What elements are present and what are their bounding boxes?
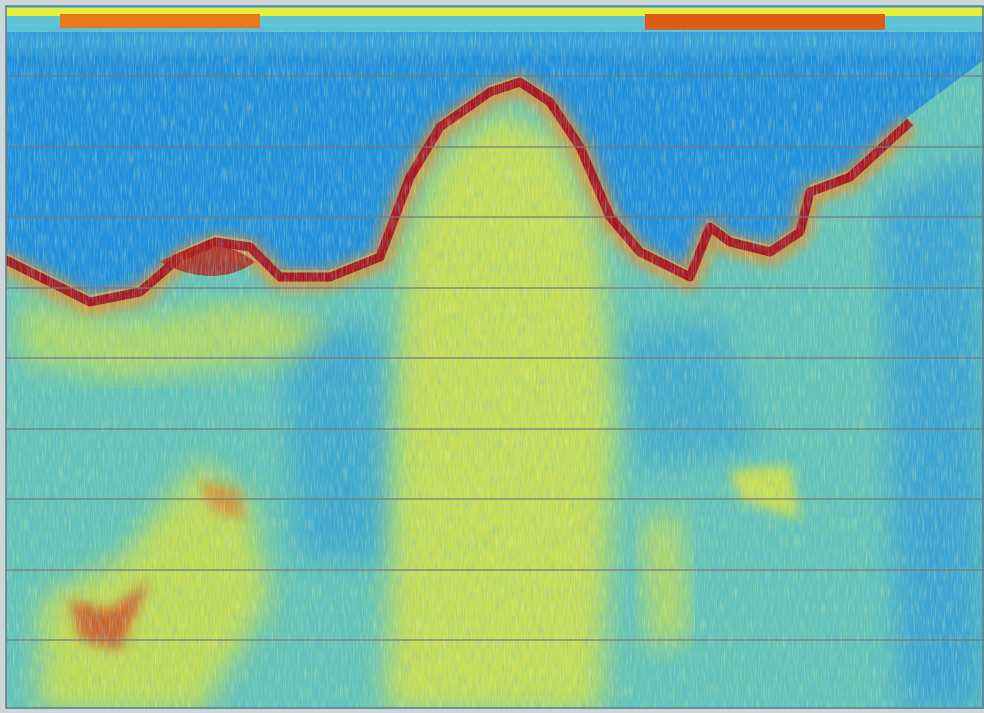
surface-echo: [60, 14, 260, 28]
surface-echo: [645, 14, 885, 30]
frame: [5, 5, 984, 709]
speckle: [6, 30, 984, 709]
depth-grid: [6, 75, 984, 641]
surface-line: [6, 8, 984, 16]
